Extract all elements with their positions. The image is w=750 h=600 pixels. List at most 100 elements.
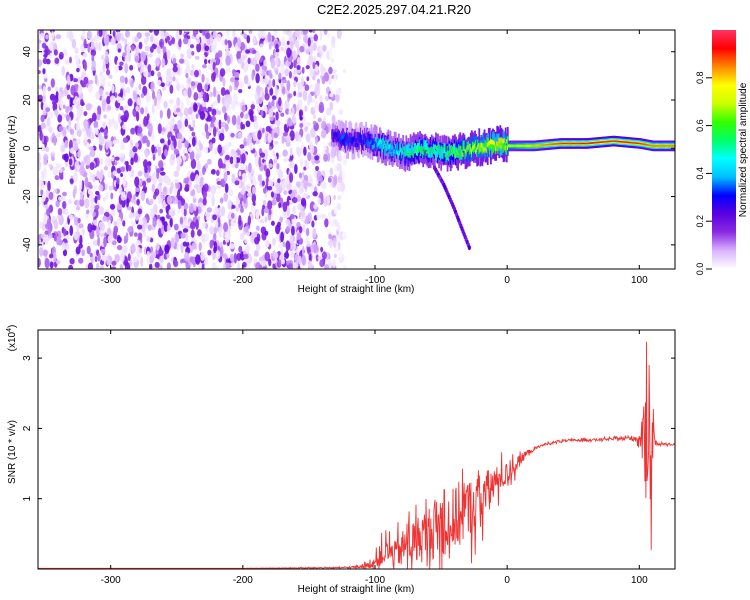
- noise-cell: [68, 264, 74, 269]
- noise-cell: [261, 127, 265, 134]
- trace-cell: [476, 136, 479, 154]
- trace-cell: [632, 142, 635, 144]
- noise-cell: [271, 237, 277, 246]
- noise-cell: [278, 259, 282, 268]
- trace-cell: [479, 147, 482, 152]
- noise-cell: [296, 57, 301, 66]
- noise-cell: [193, 203, 197, 212]
- noise-cell: [133, 154, 139, 163]
- noise-cell: [137, 232, 143, 240]
- trace-cell: [622, 141, 624, 143]
- noise-cell: [131, 212, 137, 218]
- noise-cell: [147, 64, 152, 73]
- trace-cell: [331, 131, 334, 136]
- trace-cell: [443, 147, 446, 165]
- noise-cell: [219, 132, 225, 142]
- trace-cell: [635, 142, 638, 144]
- noise-cell: [326, 258, 332, 264]
- noise-cell: [290, 251, 295, 259]
- trace-cell: [517, 145, 520, 147]
- noise-cell: [49, 93, 56, 101]
- noise-cell: [83, 38, 87, 49]
- noise-cell: [241, 153, 246, 164]
- noise-cell: [127, 253, 131, 262]
- noise-cell: [109, 95, 116, 103]
- noise-cell: [213, 206, 219, 215]
- noise-cell: [87, 83, 93, 93]
- noise-cell: [119, 263, 123, 269]
- noise-cell: [120, 88, 124, 99]
- noise-cell: [266, 185, 273, 191]
- noise-cell: [324, 264, 330, 269]
- noise-cell: [43, 73, 48, 79]
- noise-cell: [229, 156, 234, 165]
- noise-cell: [173, 179, 179, 184]
- trace-cell: [537, 144, 540, 147]
- noise-cell: [336, 202, 342, 211]
- trace-cell: [563, 142, 566, 145]
- noise-cell: [298, 172, 303, 179]
- trace-cell: [400, 146, 402, 165]
- noise-cell: [140, 256, 144, 267]
- trace-cell: [417, 151, 419, 157]
- noise-cell: [190, 172, 196, 182]
- trace-cell: [523, 145, 526, 147]
- noise-cell: [291, 115, 297, 124]
- noise-cell: [268, 69, 272, 77]
- trace-cell: [335, 132, 338, 143]
- noise-cell: [116, 244, 123, 251]
- noise-cell: [163, 101, 168, 109]
- trace-cell: [391, 145, 394, 150]
- trace-cell: [377, 141, 380, 146]
- noise-cell: [297, 266, 301, 269]
- noise-cell: [246, 192, 253, 198]
- noise-cell: [230, 204, 236, 209]
- noise-cell: [202, 197, 207, 206]
- noise-cell: [58, 51, 64, 60]
- noise-cell: [342, 155, 348, 166]
- noise-cell: [288, 262, 293, 269]
- noise-cell: [134, 142, 139, 148]
- trace-cell: [332, 129, 335, 140]
- noise-cell: [202, 30, 206, 36]
- trace-cell: [362, 130, 364, 148]
- noise-cell: [207, 63, 213, 70]
- noise-cell: [94, 204, 100, 210]
- trace-cell: [340, 135, 343, 141]
- noise-cell: [292, 205, 296, 215]
- noise-cell: [185, 65, 191, 74]
- trace-cell: [551, 143, 554, 146]
- trace-cell: [461, 140, 464, 159]
- noise-cell: [163, 221, 168, 233]
- trace-cell: [496, 141, 499, 146]
- noise-cell: [342, 68, 346, 73]
- noise-cell: [241, 104, 246, 113]
- noise-cell: [291, 197, 298, 204]
- trace-cell: [567, 142, 569, 145]
- noise-cell: [261, 90, 265, 101]
- colorbar-label: Normalized spectral amplitude: [738, 82, 749, 217]
- y-tick-label: 20: [22, 94, 33, 106]
- noise-cell: [161, 201, 167, 209]
- trace-cell: [529, 145, 531, 147]
- noise-cell: [101, 54, 105, 61]
- noise-cell: [222, 77, 226, 87]
- noise-cell: [145, 94, 151, 103]
- noise-cell: [112, 30, 116, 37]
- noise-cell: [238, 203, 242, 208]
- noise-cell: [283, 157, 289, 162]
- trace-cell: [419, 147, 421, 152]
- noise-cell: [260, 78, 266, 84]
- noise-cell: [137, 96, 141, 107]
- noise-cell: [333, 74, 337, 83]
- trace-cell: [474, 143, 476, 149]
- trace-cell: [464, 149, 467, 154]
- noise-cell: [209, 142, 213, 151]
- trace-cell: [485, 148, 488, 153]
- trace-cell: [347, 134, 350, 145]
- trace-cell: [451, 149, 454, 155]
- noise-cell: [327, 33, 332, 39]
- noise-cell: [89, 252, 93, 258]
- trace-cell: [423, 150, 426, 155]
- noise-cell: [217, 94, 221, 104]
